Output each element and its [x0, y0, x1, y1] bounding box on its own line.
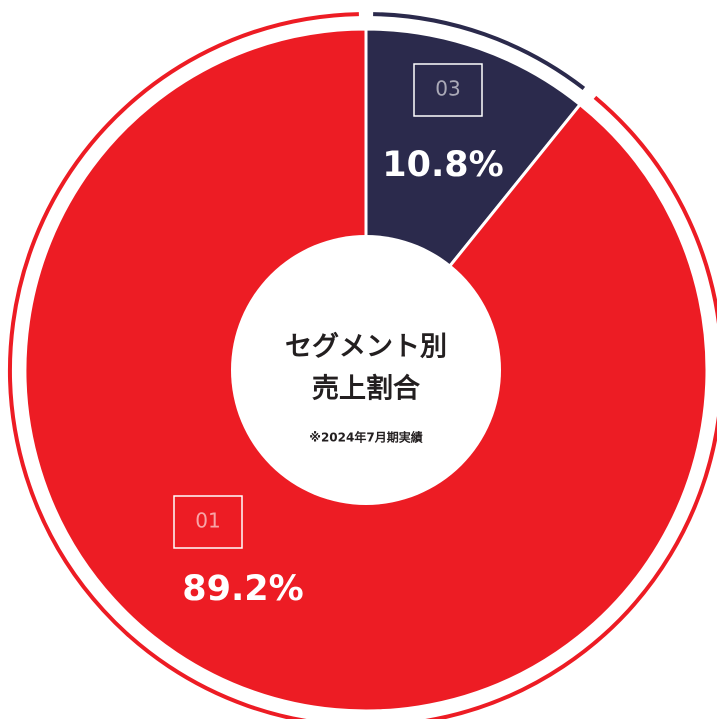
category-label: 01 — [195, 509, 220, 533]
donut-hole — [231, 235, 501, 505]
value-label: 89.2% — [182, 569, 303, 609]
outer-ring-arc — [8, 12, 717, 719]
center-note: ※2024年7月期実績 — [309, 430, 422, 445]
category-box — [413, 63, 483, 117]
center-title: セグメント別 — [285, 331, 447, 363]
category-box — [173, 495, 243, 549]
center-title: 売上割合 — [312, 373, 420, 405]
category-label: 03 — [435, 77, 460, 101]
outer-ring-arc — [373, 12, 586, 91]
value-label: 10.8% — [382, 145, 503, 185]
